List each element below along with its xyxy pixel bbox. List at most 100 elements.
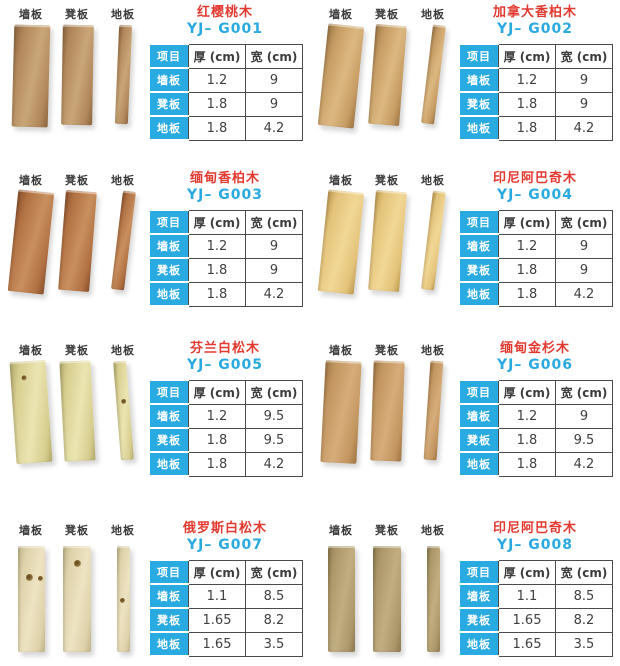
spec-header-row: 项目 厚 (cm) 宽 (cm) xyxy=(458,559,613,585)
product-card-g008: 墙板 凳板 地板 印尼阿巴奇木 YJ– G008 项目 厚 (cm) 宽 (cm… xyxy=(310,516,620,666)
spec-row-label: 地板 xyxy=(458,451,499,477)
product-model: YJ– G007 xyxy=(187,537,263,553)
product-name: 加拿大香柏木 xyxy=(492,5,577,20)
spec-row-label: 凳板 xyxy=(458,91,499,117)
spec-header-thickness: 厚 (cm) xyxy=(188,209,246,235)
spec-header-item: 项目 xyxy=(148,209,189,235)
spec-row-label: 地板 xyxy=(458,115,499,141)
wood-board-photos xyxy=(8,24,146,137)
spec-width-value: 4.2 xyxy=(555,281,613,307)
product-name: 缅甸香柏木 xyxy=(189,171,260,186)
floor-board-label: 地板 xyxy=(421,8,445,21)
wall-board-image xyxy=(327,546,355,652)
spec-row-label: 墙板 xyxy=(148,67,189,93)
wall-board-image xyxy=(320,360,362,464)
spec-row-label: 墙板 xyxy=(148,583,189,609)
spec-header-thickness: 厚 (cm) xyxy=(188,43,246,69)
floor-board-label: 地板 xyxy=(421,174,445,187)
floor-board-column xyxy=(410,190,456,303)
spec-thickness-value: 1.2 xyxy=(188,403,246,429)
floor-board-column xyxy=(100,360,146,473)
spec-header-item: 项目 xyxy=(458,43,499,69)
bench-board-image xyxy=(57,189,97,293)
product-info: 缅甸金杉木 YJ– G006 项目 厚 (cm) 宽 (cm) 墙板 1.2 9… xyxy=(458,341,613,477)
product-model: YJ– G001 xyxy=(187,21,263,37)
bench-board-column xyxy=(54,189,100,303)
bench-board-column xyxy=(364,189,410,303)
floor-board-label: 地板 xyxy=(421,524,445,537)
spec-width-value: 4.2 xyxy=(245,281,303,307)
spec-row-label: 地板 xyxy=(148,631,189,657)
spec-row-floor: 地板 1.65 3.5 xyxy=(148,631,303,657)
spec-width-value: 9.5 xyxy=(245,403,303,429)
wall-board-label: 墙板 xyxy=(329,8,353,21)
bench-board-label: 凳板 xyxy=(65,524,89,537)
wood-knot xyxy=(25,574,33,581)
bench-board-label: 凳板 xyxy=(65,8,89,21)
spec-header-item: 项目 xyxy=(458,559,499,585)
wall-board-column xyxy=(318,546,364,658)
spec-thickness-value: 1.8 xyxy=(188,427,246,453)
spec-thickness-value: 1.65 xyxy=(498,631,556,657)
spec-table: 项目 厚 (cm) 宽 (cm) 墙板 1.2 9 凳板 1.8 9 地板 1.… xyxy=(148,209,303,307)
spec-header-row: 项目 厚 (cm) 宽 (cm) xyxy=(458,379,613,405)
bench-board-label: 凳板 xyxy=(375,8,399,21)
product-name: 印尼阿巴奇木 xyxy=(492,521,577,536)
wall-board-column xyxy=(317,23,365,137)
spec-thickness-value: 1.2 xyxy=(188,233,246,259)
spec-row-label: 墙板 xyxy=(458,583,499,609)
product-model: YJ– G005 xyxy=(187,357,263,373)
product-name: 印尼阿巴奇木 xyxy=(492,171,577,186)
spec-header-thickness: 厚 (cm) xyxy=(498,209,556,235)
spec-width-value: 4.2 xyxy=(555,115,613,141)
spec-row-label: 凳板 xyxy=(458,607,499,633)
spec-width-value: 4.2 xyxy=(245,115,303,141)
floor-board-image xyxy=(420,190,446,291)
spec-row-bench: 凳板 1.8 9.5 xyxy=(458,427,613,453)
spec-row-wall: 墙板 1.1 8.5 xyxy=(458,583,613,609)
floor-board-image xyxy=(110,190,136,291)
bench-board-column xyxy=(54,24,100,137)
bench-board-label: 凳板 xyxy=(375,344,399,357)
spec-width-value: 9 xyxy=(245,67,303,93)
product-name: 俄罗斯白松木 xyxy=(182,521,267,536)
product-model: YJ– G006 xyxy=(497,357,573,373)
spec-header-width: 宽 (cm) xyxy=(555,209,613,235)
product-model: YJ– G004 xyxy=(497,187,573,203)
spec-row-wall: 墙板 1.1 8.5 xyxy=(148,583,303,609)
product-name: 红樱桃木 xyxy=(196,5,253,20)
spec-row-floor: 地板 1.8 4.2 xyxy=(458,115,613,141)
spec-header-row: 项目 厚 (cm) 宽 (cm) xyxy=(458,43,613,69)
board-labels: 墙板 凳板 地板 xyxy=(318,6,456,22)
product-model: YJ– G008 xyxy=(497,537,573,553)
product-card-g005: 墙板 凳板 地板 芬兰白松木 YJ– G005 项目 厚 (cm) 宽 (cm)… xyxy=(0,336,310,494)
floor-board-label: 地板 xyxy=(111,174,135,187)
product-card-g004: 墙板 凳板 地板 印尼阿巴奇木 YJ– G004 项目 厚 (cm) 宽 (cm… xyxy=(310,166,620,324)
board-labels: 墙板 凳板 地板 xyxy=(318,342,456,358)
spec-table: 项目 厚 (cm) 宽 (cm) 墙板 1.2 9.5 凳板 1.8 9.5 地… xyxy=(148,379,303,477)
product-card-g003: 墙板 凳板 地板 缅甸香柏木 YJ– G003 项目 厚 (cm) 宽 (cm)… xyxy=(0,166,310,324)
product-card-g006: 墙板 凳板 地板 缅甸金杉木 YJ– G006 项目 厚 (cm) 宽 (cm)… xyxy=(310,336,620,494)
wall-board-column xyxy=(7,189,55,303)
spec-thickness-value: 1.8 xyxy=(498,451,556,477)
spec-row-label: 地板 xyxy=(148,115,189,141)
spec-table: 项目 厚 (cm) 宽 (cm) 墙板 1.1 8.5 凳板 1.65 8.2 … xyxy=(148,559,303,657)
spec-thickness-value: 1.8 xyxy=(498,281,556,307)
bench-board-image xyxy=(58,360,96,462)
spec-width-value: 9 xyxy=(245,233,303,259)
bench-board-image xyxy=(63,546,91,652)
spec-thickness-value: 1.8 xyxy=(188,451,246,477)
spec-row-label: 墙板 xyxy=(148,233,189,259)
spec-width-value: 9 xyxy=(555,257,613,283)
spec-thickness-value: 1.65 xyxy=(188,607,246,633)
spec-row-bench: 凳板 1.8 9.5 xyxy=(148,427,303,453)
bench-board-column xyxy=(54,546,100,658)
bench-board-column xyxy=(364,546,410,658)
spec-header-item: 项目 xyxy=(148,379,189,405)
spec-row-bench: 凳板 1.65 8.2 xyxy=(458,607,613,633)
spec-thickness-value: 1.8 xyxy=(188,281,246,307)
spec-row-label: 墙板 xyxy=(458,233,499,259)
spec-row-label: 墙板 xyxy=(458,67,499,93)
spec-row-wall: 墙板 1.2 9.5 xyxy=(148,403,303,429)
spec-header-thickness: 厚 (cm) xyxy=(498,559,556,585)
